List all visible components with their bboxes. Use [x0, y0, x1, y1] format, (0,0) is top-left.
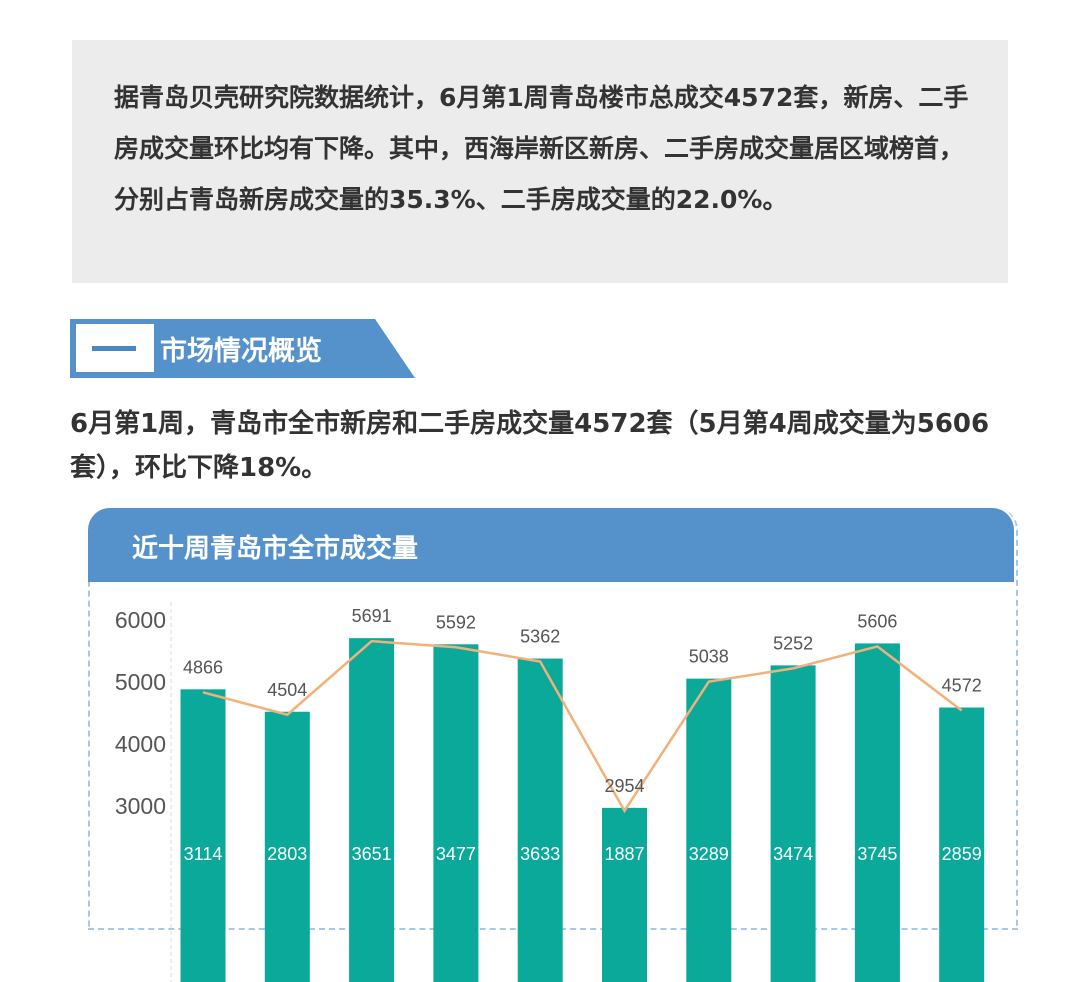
- data-label: 4504: [267, 680, 307, 700]
- section-header: 市场情况概览: [70, 319, 415, 378]
- bar: [517, 658, 563, 982]
- data-label: 5038: [689, 647, 729, 667]
- intro-text: 6月第1周，青岛市全市新房和二手房成交量4572套（5月第4周成交量为5606套…: [70, 409, 990, 483]
- data-label: 2954: [604, 776, 644, 796]
- data-label: 5252: [773, 633, 813, 653]
- data-label: 4572: [942, 676, 982, 696]
- y-tick-label: 5000: [115, 669, 166, 695]
- inner-data-label: 1887: [604, 844, 644, 864]
- bar: [349, 638, 395, 982]
- y-tick-label: 6000: [115, 607, 166, 633]
- section-number: [76, 324, 154, 372]
- bar: [686, 678, 732, 982]
- chart-card-header: 近十周青岛市全市成交量: [88, 508, 1014, 582]
- data-label: 5362: [520, 627, 560, 647]
- chart-title: 近十周青岛市全市成交量: [132, 534, 419, 564]
- bar: [180, 689, 226, 982]
- inner-data-label: 3289: [689, 844, 729, 864]
- inner-data-label: 3745: [857, 844, 897, 864]
- data-label: 4866: [183, 657, 223, 677]
- inner-data-label: 3477: [436, 844, 476, 864]
- section-number-dash: [92, 346, 136, 351]
- inner-data-label: 2803: [267, 844, 307, 864]
- data-label: 5606: [857, 611, 897, 631]
- chart: 3000 4000 5000 6000 4866 4504 5691 5592 5362 2954…: [115, 602, 985, 982]
- inner-data-label: 2859: [942, 844, 982, 864]
- inner-data-label: 3633: [520, 844, 560, 864]
- data-label: 5691: [352, 606, 392, 626]
- summary-text: 据青岛贝壳研究院数据统计，6月第1周青岛楼市总成交4572套，新房、二手房成交量…: [114, 83, 969, 214]
- y-tick-label: 4000: [115, 731, 166, 757]
- inner-data-label: 3114: [184, 844, 223, 864]
- inner-data-label: 3474: [773, 844, 813, 864]
- inner-data-label: 3651: [352, 844, 392, 864]
- section-title: 市场情况概览: [160, 336, 322, 367]
- data-label: 5592: [436, 612, 476, 632]
- summary-box: 据青岛贝壳研究院数据统计，6月第1周青岛楼市总成交4572套，新房、二手房成交量…: [72, 40, 1008, 283]
- total-line: [202, 639, 963, 814]
- y-tick-label: 3000: [115, 793, 166, 819]
- bar: [854, 643, 900, 982]
- bar: [770, 665, 816, 982]
- bar: [433, 644, 479, 982]
- bar: [602, 807, 647, 982]
